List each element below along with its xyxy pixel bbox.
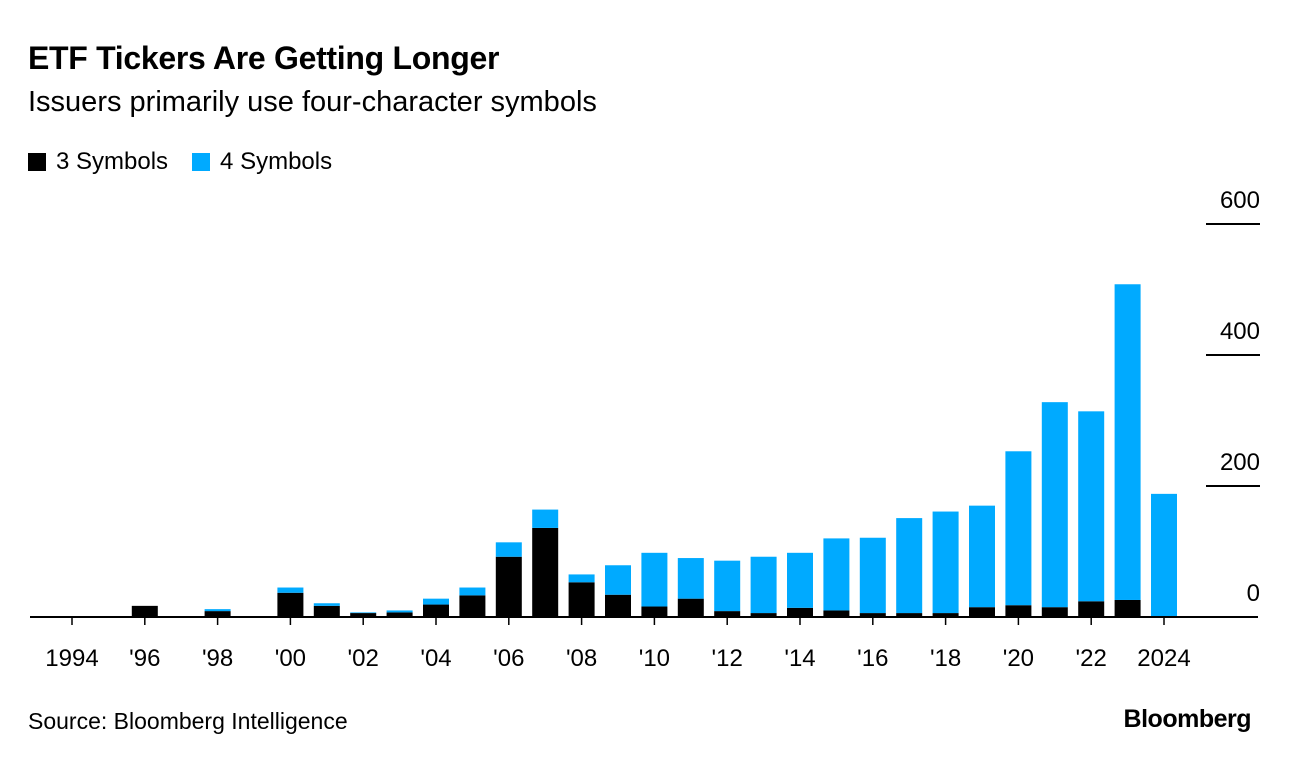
x-tick-label: 1994 <box>45 645 98 672</box>
y-tick-label: 0 <box>1247 580 1260 607</box>
bar-4-symbols <box>568 574 595 583</box>
bar-3-symbols <box>313 605 340 617</box>
bar-3-symbols <box>969 607 995 617</box>
legend: 3 Symbols 4 Symbols <box>28 148 356 176</box>
bar-3-symbols <box>605 594 631 617</box>
bar-3-symbols <box>714 611 741 617</box>
bar-3-symbols <box>204 611 231 617</box>
legend-item-3-symbols: 3 Symbols <box>28 148 168 176</box>
bar-3-symbols <box>459 595 486 617</box>
x-tick-label: '10 <box>639 645 670 672</box>
legend-swatch-3-symbols <box>28 153 46 171</box>
x-tick-label: '02 <box>348 645 379 672</box>
bar-4-symbols <box>1005 451 1032 606</box>
x-tick-label: '00 <box>275 645 306 672</box>
source-note: Source: Bloomberg Intelligence <box>28 708 348 734</box>
x-tick-label: '96 <box>129 645 160 672</box>
bar-3-symbols <box>532 527 559 617</box>
bar-3-symbols <box>568 582 595 617</box>
x-tick-label: '16 <box>857 645 888 672</box>
bar-4-symbols <box>350 612 377 614</box>
bar-4-symbols <box>823 538 850 611</box>
x-tick-label: '04 <box>420 645 451 672</box>
legend-label-4-symbols: 4 Symbols <box>220 148 333 175</box>
legend-label-3-symbols: 3 Symbols <box>56 148 169 175</box>
bar-3-symbols <box>641 606 668 617</box>
bar-4-symbols <box>495 542 522 557</box>
bar-4-symbols <box>1151 493 1177 617</box>
bar-4-symbols <box>932 511 959 614</box>
bar-4-symbols <box>1041 402 1068 608</box>
legend-item-4-symbols: 4 Symbols <box>192 148 332 176</box>
bar-4-symbols <box>859 537 886 614</box>
bar-4-symbols <box>386 610 413 613</box>
x-tick-label: 2024 <box>1137 645 1190 672</box>
x-tick-label: '14 <box>784 645 815 672</box>
bar-3-symbols <box>1078 601 1105 617</box>
bar-3-symbols <box>932 613 959 617</box>
bar-4-symbols <box>1114 284 1141 600</box>
bar-3-symbols <box>750 613 777 617</box>
y-tick-label: 200 <box>1220 449 1260 476</box>
bar-3-symbols <box>1041 607 1068 617</box>
bar-3-symbols <box>277 592 304 617</box>
bar-4-symbols <box>532 509 559 528</box>
bar-3-symbols <box>495 556 522 617</box>
bar-3-symbols <box>859 613 886 617</box>
bar-3-symbols <box>131 605 158 617</box>
bar-4-symbols <box>313 603 340 606</box>
y-tick-label: 400 <box>1220 318 1260 345</box>
bar-4-symbols <box>204 609 231 612</box>
x-tick-label: '12 <box>712 645 743 672</box>
bar-4-symbols <box>677 558 704 599</box>
bar-4-symbols <box>714 560 741 612</box>
x-tick-label: '22 <box>1076 645 1107 672</box>
bar-4-symbols <box>787 552 813 608</box>
bar-3-symbols <box>677 598 704 617</box>
x-tick-label: '98 <box>202 645 233 672</box>
bar-4-symbols <box>277 587 304 593</box>
bar-3-symbols <box>423 604 449 617</box>
chart-subtitle: Issuers primarily use four-character sym… <box>28 86 597 118</box>
bar-3-symbols <box>1114 599 1141 617</box>
x-tick-label: '06 <box>493 645 524 672</box>
bar-4-symbols <box>969 505 995 608</box>
bar-4-symbols <box>750 556 777 614</box>
bar-3-symbols <box>350 613 377 617</box>
bar-3-symbols <box>896 613 923 617</box>
x-tick-label: '08 <box>566 645 597 672</box>
bar-3-symbols <box>386 612 413 617</box>
bar-4-symbols <box>641 552 668 607</box>
legend-swatch-4-symbols <box>192 153 211 171</box>
x-tick-label: '20 <box>1003 645 1034 672</box>
bar-4-symbols <box>1078 411 1105 602</box>
bar-3-symbols <box>823 610 850 617</box>
x-tick-label: '18 <box>930 645 961 672</box>
bar-3-symbols <box>787 607 813 617</box>
bar-3-symbols <box>1005 605 1032 617</box>
bar-4-symbols <box>423 598 449 605</box>
bar-4-symbols <box>605 565 631 595</box>
y-tick-label: 600 <box>1220 187 1260 214</box>
chart-title: ETF Tickers Are Getting Longer <box>28 40 500 76</box>
bloomberg-logo: Bloomberg <box>1123 705 1252 733</box>
bar-4-symbols <box>896 518 923 614</box>
bar-4-symbols <box>459 587 486 596</box>
